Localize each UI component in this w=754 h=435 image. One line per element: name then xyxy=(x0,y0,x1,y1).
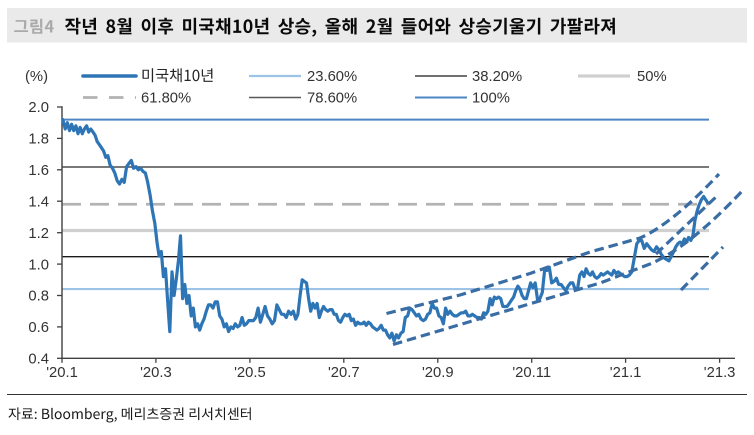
svg-text:0.4: 0.4 xyxy=(28,352,49,368)
svg-text:'20.1: '20.1 xyxy=(46,365,78,381)
svg-text:0.8: 0.8 xyxy=(28,289,49,305)
svg-text:100%: 100% xyxy=(472,91,510,107)
svg-text:1.8: 1.8 xyxy=(28,132,49,148)
svg-text:1.0: 1.0 xyxy=(28,257,49,273)
svg-text:1.4: 1.4 xyxy=(28,194,49,210)
svg-text:23.60%: 23.60% xyxy=(307,69,357,85)
svg-text:38.20%: 38.20% xyxy=(472,69,522,85)
svg-text:'21.3: '21.3 xyxy=(704,365,736,381)
svg-text:78.60%: 78.60% xyxy=(307,91,357,107)
svg-text:'20.3: '20.3 xyxy=(140,365,172,381)
svg-text:1.6: 1.6 xyxy=(28,163,49,179)
svg-text:2.0: 2.0 xyxy=(28,100,49,116)
svg-text:(%): (%) xyxy=(25,69,48,85)
svg-text:'20.9: '20.9 xyxy=(422,365,454,381)
svg-text:1.2: 1.2 xyxy=(28,226,49,242)
svg-text:0.6: 0.6 xyxy=(28,320,49,336)
svg-text:'21.1: '21.1 xyxy=(610,365,642,381)
svg-text:61.80%: 61.80% xyxy=(141,91,191,107)
svg-text:'20.11: '20.11 xyxy=(512,365,551,381)
svg-text:'20.7: '20.7 xyxy=(328,365,360,381)
svg-text:50%: 50% xyxy=(637,69,667,85)
svg-text:'20.5: '20.5 xyxy=(234,365,266,381)
